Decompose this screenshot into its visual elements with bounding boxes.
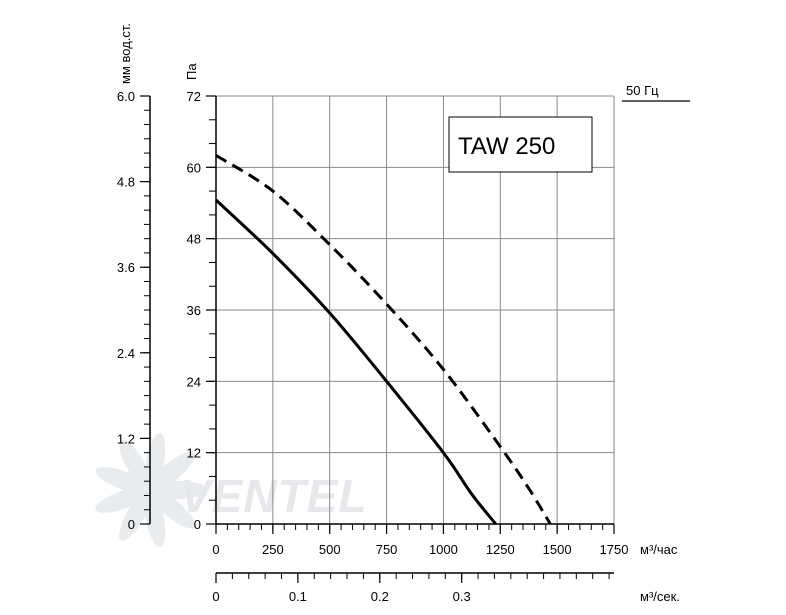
watermark-logo-text: VENTEL [180,470,367,522]
y-axis-unit-label: Па [184,63,199,80]
x-axis-tick-label: 250 [262,542,284,557]
x-axis-tick-label: 1750 [600,542,629,557]
y2-axis-tick-label: 1.2 [117,431,135,446]
watermark-fan-blade [119,439,153,493]
x-axis-unit-label: м³/час [640,542,678,557]
x2-axis-tick-label: 0.1 [289,589,307,604]
y2-axis-tick-label: 3.6 [117,260,135,275]
x2-axis-tick-label: 0 [212,589,219,604]
x2-axis-unit-label: м³/сек. [640,589,680,604]
model-label: TAW 250 [458,133,555,160]
frequency-label-group: 50 Гц [622,83,690,102]
chart-axes: 0 12 24 36 48 60 72 0 1.2 2.4 3.6 4.8 6.0 0 250 500 750 1… [117,89,629,604]
x2-axis-tick-label: 0.3 [453,589,471,604]
y-axis-tick-label: 72 [187,89,201,104]
x-axis-tick-label: 1250 [486,542,515,557]
watermark-fan-blade [95,467,153,494]
model-label-box: TAW 250 [448,116,593,173]
x-axis-tick-label: 500 [319,542,341,557]
watermark-fan-blade [119,487,153,541]
y2-axis-tick-label: 0 [128,517,135,532]
y2-axis-tick-label: 2.4 [117,346,135,361]
chart-series [214,154,552,525]
watermark-fan-blade [147,451,196,493]
y-axis-tick-label: 24 [187,374,201,389]
x2-axis-tick-label: 0.2 [371,589,389,604]
frequency-label: 50 Гц [626,83,659,98]
y-axis-tick-label: 36 [187,303,201,318]
y-axis-tick-label: 0 [194,517,201,532]
series-line-solid [214,198,497,525]
x-axis-tick-label: 1500 [543,542,572,557]
watermark-fan-blade [147,487,196,529]
y-axis-tick-label: 60 [187,160,201,175]
y2-axis-tick-label: 6.0 [117,89,135,104]
x-axis-tick-label: 1000 [429,542,458,557]
y-axis-tick-label: 12 [187,446,201,461]
x-axis-tick-label: 750 [376,542,398,557]
y2-axis-unit-label: мм вод.ст. [118,23,133,84]
y-axis-tick-label: 48 [187,232,201,247]
y2-axis-tick-label: 4.8 [117,175,135,190]
x-axis-tick-label: 0 [212,542,219,557]
